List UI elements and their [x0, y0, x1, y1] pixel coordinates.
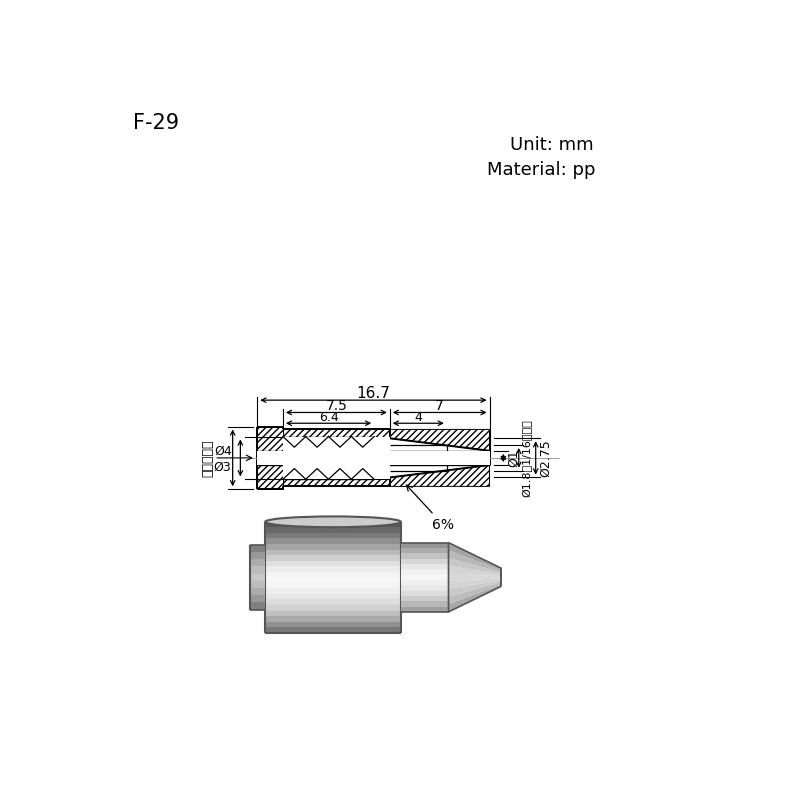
- Bar: [258, 465, 283, 490]
- Bar: [266, 616, 401, 622]
- Bar: [401, 558, 449, 564]
- Bar: [401, 554, 449, 558]
- Bar: [401, 548, 449, 554]
- Ellipse shape: [266, 517, 401, 527]
- Bar: [401, 570, 449, 574]
- Bar: [266, 555, 401, 561]
- Bar: [283, 437, 390, 479]
- Bar: [401, 564, 449, 570]
- Bar: [401, 574, 449, 580]
- Polygon shape: [390, 465, 490, 486]
- Bar: [250, 566, 266, 574]
- Bar: [401, 602, 449, 606]
- Bar: [283, 430, 390, 437]
- Bar: [283, 479, 390, 486]
- Bar: [250, 595, 266, 602]
- Bar: [401, 580, 449, 586]
- Text: 鲁尔内螺纹: 鲁尔内螺纹: [202, 439, 214, 477]
- Bar: [258, 450, 283, 465]
- Text: Ø3: Ø3: [213, 461, 230, 474]
- Bar: [266, 588, 401, 594]
- Polygon shape: [449, 558, 501, 574]
- Bar: [266, 522, 401, 527]
- Bar: [266, 561, 401, 566]
- Polygon shape: [449, 566, 501, 576]
- Bar: [250, 574, 266, 581]
- Text: 16.7: 16.7: [357, 386, 390, 401]
- Bar: [250, 588, 266, 595]
- Bar: [266, 605, 401, 610]
- Text: 4: 4: [414, 410, 422, 423]
- Bar: [258, 426, 283, 450]
- Polygon shape: [449, 542, 501, 570]
- Text: Ø1.8（1/16英寸）: Ø1.8（1/16英寸）: [522, 419, 533, 497]
- Text: 6.4: 6.4: [318, 410, 338, 423]
- Bar: [266, 550, 401, 555]
- Bar: [250, 552, 266, 559]
- Polygon shape: [449, 574, 501, 581]
- Text: 7.5: 7.5: [326, 399, 347, 414]
- Text: 7: 7: [435, 399, 444, 414]
- Text: Ø2.75: Ø2.75: [539, 439, 553, 477]
- Bar: [250, 559, 266, 566]
- Text: Unit: mm: Unit: mm: [510, 136, 594, 154]
- Text: Material: pp: Material: pp: [487, 161, 595, 178]
- Bar: [401, 596, 449, 602]
- Bar: [266, 566, 401, 572]
- Bar: [266, 594, 401, 599]
- Bar: [401, 542, 449, 548]
- Bar: [266, 572, 401, 578]
- Bar: [250, 581, 266, 588]
- Text: 6%: 6%: [406, 485, 454, 532]
- Text: F-29: F-29: [133, 113, 179, 133]
- Text: Ø4: Ø4: [214, 446, 232, 458]
- Bar: [266, 582, 401, 588]
- Bar: [401, 590, 449, 596]
- Polygon shape: [449, 578, 501, 589]
- Bar: [250, 602, 266, 610]
- Bar: [266, 622, 401, 627]
- Text: Ø1: Ø1: [507, 449, 520, 466]
- Bar: [250, 545, 266, 552]
- Polygon shape: [449, 580, 501, 597]
- Bar: [266, 578, 401, 582]
- Bar: [266, 538, 401, 544]
- Polygon shape: [449, 585, 501, 612]
- Polygon shape: [390, 430, 490, 450]
- Bar: [266, 610, 401, 616]
- Polygon shape: [449, 582, 501, 604]
- Bar: [266, 544, 401, 550]
- Bar: [401, 606, 449, 612]
- Bar: [401, 586, 449, 590]
- Polygon shape: [390, 437, 490, 479]
- Bar: [266, 533, 401, 538]
- Bar: [266, 527, 401, 533]
- Bar: [266, 599, 401, 605]
- Polygon shape: [449, 550, 501, 572]
- Bar: [266, 627, 401, 633]
